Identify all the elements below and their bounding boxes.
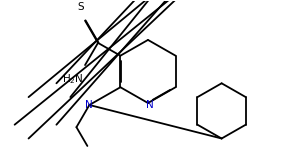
Text: N: N [86, 100, 93, 110]
Text: S: S [78, 2, 84, 12]
Text: H$_2$N: H$_2$N [62, 72, 84, 86]
Text: N: N [146, 100, 154, 110]
